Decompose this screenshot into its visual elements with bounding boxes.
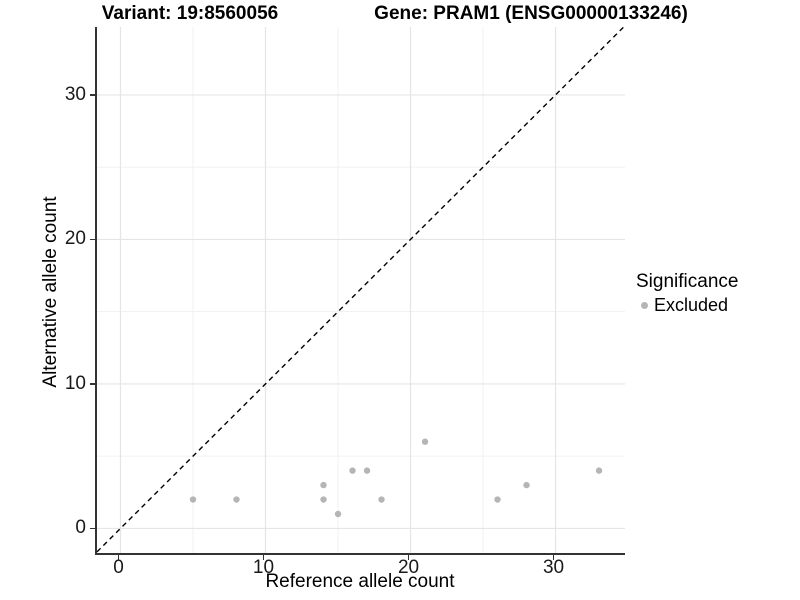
x-tick-mark — [117, 555, 120, 560]
y-tick-mark — [90, 527, 95, 530]
x-tick-label: 0 — [113, 557, 124, 578]
y-tick-label: 20 — [64, 228, 86, 250]
y-axis-title: Alternative allele count — [40, 196, 61, 388]
plot-area-svg — [97, 27, 625, 553]
legend-point-icon — [641, 302, 648, 309]
y-tick-mark — [90, 383, 95, 385]
y-tick-label: 0 — [75, 517, 86, 539]
y-tick-mark — [90, 238, 95, 241]
legend: Significance Excluded — [636, 271, 738, 316]
x-tick-mark — [262, 555, 265, 560]
y-tick-label: 30 — [64, 83, 86, 105]
legend-item-label: Excluded — [654, 295, 729, 315]
x-tick-label: 30 — [542, 557, 565, 578]
plot-panel — [95, 27, 625, 555]
y-tick-mark — [90, 94, 95, 96]
variant-title: Variant: 19:8560056 — [101, 3, 279, 24]
x-tick-label: 10 — [252, 557, 275, 578]
legend-item-excluded: Excluded — [636, 295, 738, 316]
y-tick-label: 10 — [64, 372, 86, 394]
x-tick-label: 20 — [397, 557, 420, 578]
gene-title: Gene: PRAM1 (ENSG00000133246) — [374, 3, 688, 24]
x-axis-title: Reference allele count — [265, 571, 455, 592]
x-tick-mark — [552, 555, 555, 560]
legend-title: Significance — [636, 271, 739, 292]
x-tick-mark — [407, 555, 410, 560]
